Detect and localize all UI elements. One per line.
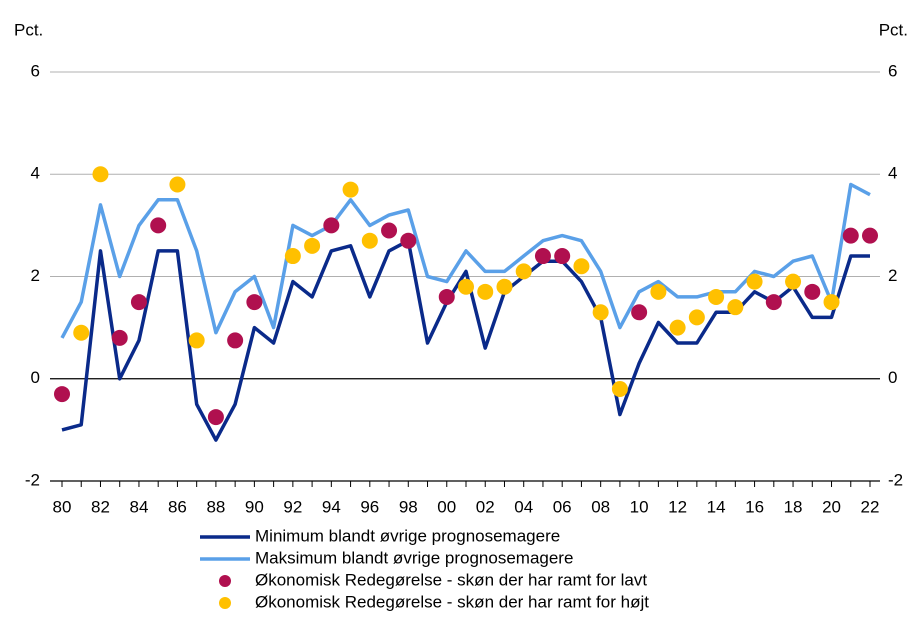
x-tick-label: 04 — [514, 497, 533, 516]
y2-axis-label: Pct. — [879, 20, 908, 39]
dot — [746, 273, 763, 290]
x-tick-label: 88 — [206, 497, 225, 516]
dot — [169, 176, 186, 193]
dot — [284, 248, 301, 265]
dot — [708, 288, 725, 305]
x-tick-label: 96 — [360, 497, 379, 516]
dot — [804, 283, 821, 300]
y2-tick-label: 2 — [888, 266, 897, 285]
legend-label: Økonomisk Redegørelse - skøn der har ram… — [255, 570, 647, 589]
dot — [631, 304, 648, 321]
dot — [573, 258, 590, 275]
dot — [342, 181, 359, 198]
legend-label: Maksimum blandt øvrige prognosemagere — [255, 548, 573, 567]
dot — [688, 309, 705, 326]
dot — [246, 294, 263, 311]
dot — [130, 294, 147, 311]
dot — [381, 222, 398, 239]
x-tick-label: 08 — [591, 497, 610, 516]
x-tick-label: 94 — [322, 497, 341, 516]
dot — [458, 278, 474, 295]
dot — [592, 304, 609, 321]
legend-label: Økonomisk Redegørelse - skøn der har ram… — [255, 592, 649, 611]
y-tick-label: 0 — [31, 368, 40, 387]
x-tick-label: 12 — [668, 497, 687, 516]
line — [60, 182, 871, 339]
x-tick-label: 18 — [784, 497, 803, 516]
legend-swatch — [219, 597, 231, 609]
dot — [534, 248, 551, 265]
dot — [304, 237, 321, 254]
dot — [554, 248, 571, 265]
x-tick-label: 02 — [476, 497, 495, 516]
dot — [515, 263, 532, 280]
dot — [477, 283, 494, 300]
y2-tick-label: 6 — [888, 61, 897, 80]
x-tick-label: 16 — [745, 497, 764, 516]
line — [61, 238, 870, 442]
dot — [785, 273, 802, 290]
y-tick-label: 4 — [31, 164, 40, 183]
dot — [727, 299, 744, 316]
dot — [92, 166, 109, 183]
y-tick-label: 6 — [31, 61, 40, 80]
x-tick-label: 00 — [437, 497, 456, 516]
x-tick-label: 10 — [630, 497, 649, 516]
dot — [842, 227, 859, 244]
x-tick-label: 98 — [399, 497, 418, 516]
x-tick-label: 90 — [245, 497, 264, 516]
x-tick-label: 14 — [707, 497, 726, 516]
dot — [650, 283, 667, 300]
y-tick-label: -2 — [25, 470, 40, 489]
y-tick-label: 2 — [31, 266, 40, 285]
dot — [207, 409, 224, 426]
legend-label: Minimum blandt øvrige prognosemagere — [255, 526, 560, 545]
dot — [150, 217, 167, 234]
dot — [400, 232, 417, 249]
dot — [611, 380, 628, 397]
x-tick-label: 86 — [168, 497, 187, 516]
dot — [227, 332, 244, 349]
y2-tick-label: -2 — [888, 470, 903, 489]
dot — [438, 288, 455, 305]
dot — [496, 278, 513, 295]
y-axis-label: Pct. — [14, 20, 43, 39]
legend-swatch — [219, 575, 231, 587]
dot — [862, 227, 878, 244]
x-tick-label: 22 — [861, 497, 880, 516]
dot — [73, 324, 90, 341]
dot — [54, 386, 70, 403]
x-tick-label: 82 — [91, 497, 110, 516]
dot — [361, 232, 378, 249]
y2-tick-label: 0 — [888, 368, 897, 387]
dot — [669, 319, 686, 336]
x-tick-label: 84 — [129, 497, 148, 516]
x-tick-label: 92 — [283, 497, 302, 516]
x-tick-label: 80 — [53, 497, 72, 516]
dot — [111, 329, 128, 346]
x-tick-label: 20 — [822, 497, 841, 516]
x-tick-label: 06 — [553, 497, 572, 516]
dot — [323, 217, 340, 234]
dot — [823, 294, 840, 311]
dot — [765, 294, 782, 311]
y2-tick-label: 4 — [888, 164, 897, 183]
dot — [188, 332, 205, 349]
